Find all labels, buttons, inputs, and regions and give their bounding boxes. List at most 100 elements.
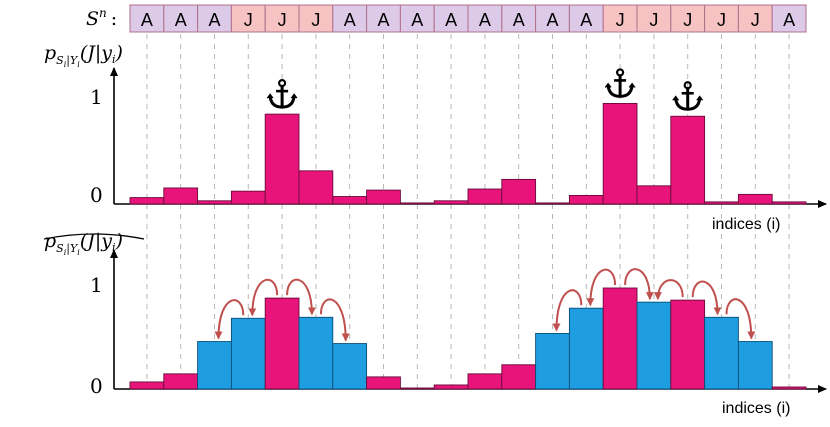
sequence-cell-label: A bbox=[513, 10, 525, 30]
sequence-cell: J bbox=[264, 4, 300, 33]
top-bar bbox=[737, 193, 773, 205]
sequence-cell: J bbox=[298, 4, 334, 33]
anchors bbox=[266, 68, 704, 111]
bottom-ylabel-arg: (J|y bbox=[80, 230, 112, 252]
bottom-ylabel-subsub2: i bbox=[77, 248, 80, 257]
sequence-cell-label: J bbox=[649, 10, 658, 30]
top-bar bbox=[433, 200, 469, 205]
sequence-cell-label: J bbox=[311, 10, 320, 30]
top-ylabel: pSi|Yi(J|yi) bbox=[44, 42, 123, 69]
sequence-cell-box bbox=[433, 4, 469, 33]
sequence-cell-box bbox=[568, 4, 604, 33]
sequence-cell: A bbox=[332, 4, 368, 33]
top-bar bbox=[704, 201, 739, 205]
sequence-cell-label: A bbox=[141, 10, 153, 30]
top-bar bbox=[467, 188, 503, 205]
top-xlabel: indices (i) bbox=[712, 216, 780, 233]
top-bar bbox=[399, 202, 435, 205]
anchor-icon bbox=[266, 79, 298, 109]
top-bar bbox=[197, 200, 232, 205]
sequence-cell-label: A bbox=[479, 10, 491, 30]
sequence-cell: A bbox=[163, 4, 199, 33]
bottom-xlabel: indices (i) bbox=[722, 400, 790, 417]
sequence-cell: A bbox=[568, 4, 604, 33]
sequence-cell-box bbox=[264, 4, 300, 33]
top-bar bbox=[264, 113, 300, 205]
sequence-cell-box bbox=[366, 4, 401, 33]
sequence-cell-label: A bbox=[175, 10, 187, 30]
sequence-cell: J bbox=[636, 4, 672, 33]
propagation-arrow bbox=[248, 278, 279, 317]
bottom-ylabel-p: p bbox=[44, 230, 56, 252]
top-bar bbox=[332, 196, 368, 205]
bottom-bar bbox=[568, 307, 604, 390]
sequence-cell-label: J bbox=[244, 10, 253, 30]
top-tick-0: 0 bbox=[90, 183, 103, 207]
bottom-bar bbox=[433, 384, 469, 390]
sequence-cell-label: A bbox=[580, 10, 592, 30]
sequence-cell-label: A bbox=[377, 10, 389, 30]
bottom-bar bbox=[264, 297, 300, 390]
sequence-cell: A bbox=[467, 4, 503, 33]
bottom-ylabel-bar: |Y bbox=[66, 242, 79, 256]
sequence-cell-box bbox=[197, 4, 232, 33]
sequence-cell-label: A bbox=[445, 10, 457, 30]
sequence-cell-box bbox=[399, 4, 435, 33]
sequence-cell-box bbox=[332, 4, 368, 33]
top-bar bbox=[771, 201, 807, 205]
sequence-cell-label: J bbox=[616, 10, 625, 30]
bottom-ylabel-argsub: i bbox=[112, 241, 116, 254]
sequence-cell-box bbox=[670, 4, 706, 33]
bottom-bar bbox=[602, 287, 638, 390]
bottom-bar bbox=[535, 333, 570, 390]
sequence-label-base: S bbox=[86, 8, 99, 30]
top-ylabel-arg: (J|y bbox=[80, 42, 112, 64]
bottom-bar bbox=[129, 381, 165, 390]
top-bars bbox=[129, 102, 807, 205]
top-ylabel-subsub2: i bbox=[77, 60, 80, 69]
sequence-cell: A bbox=[129, 4, 165, 33]
propagation-arrow bbox=[214, 299, 245, 340]
top-ylabel-close: ) bbox=[115, 42, 123, 64]
bottom-bar bbox=[670, 299, 706, 390]
sequence-cell-label: A bbox=[411, 10, 423, 30]
propagation-arrow bbox=[725, 298, 756, 340]
sequence-cell-box bbox=[163, 4, 199, 33]
top-ylabel-p: p bbox=[44, 42, 56, 64]
sequence-cell-box bbox=[298, 4, 334, 33]
anchor-icon bbox=[672, 81, 704, 111]
bottom-bar bbox=[298, 316, 334, 390]
sequence-cell: A bbox=[535, 4, 570, 33]
propagation-arrow bbox=[286, 278, 316, 316]
propagation-arrow bbox=[552, 289, 583, 332]
sequence-cell-label: J bbox=[683, 10, 692, 30]
sequence-cell: J bbox=[602, 4, 638, 33]
top-bar bbox=[602, 102, 638, 205]
sequence-cell-label: A bbox=[208, 10, 220, 30]
bottom-bar bbox=[399, 387, 435, 390]
bottom-ylabel: pSi|Yi(J|yi) bbox=[44, 230, 123, 257]
bottom-tick-0: 0 bbox=[90, 374, 103, 398]
sequence-cell-box bbox=[129, 4, 165, 33]
bottom-tick-1: 1 bbox=[90, 273, 103, 297]
bottom-bar bbox=[366, 376, 401, 390]
top-bar bbox=[568, 194, 604, 205]
bottom-bar bbox=[501, 364, 537, 390]
propagation-arrow bbox=[319, 298, 350, 342]
sequence-cell-box bbox=[771, 4, 807, 33]
sequence-cell-label: J bbox=[751, 10, 760, 30]
sequence-cell: J bbox=[230, 4, 266, 33]
top-bar bbox=[298, 170, 334, 205]
sequence-cell: A bbox=[433, 4, 469, 33]
bottom-bar bbox=[197, 341, 232, 390]
bottom-ylabel-subsub: i bbox=[64, 248, 67, 257]
sequence-cell-label: J bbox=[278, 10, 287, 30]
sequence-cell-box bbox=[535, 4, 570, 33]
sequence-cell: J bbox=[670, 4, 706, 33]
sequence-label-sup: n bbox=[99, 6, 107, 20]
sequence-cell: A bbox=[399, 4, 435, 33]
bottom-bar bbox=[332, 343, 368, 390]
bottom-ylabel-close: ) bbox=[115, 230, 123, 252]
